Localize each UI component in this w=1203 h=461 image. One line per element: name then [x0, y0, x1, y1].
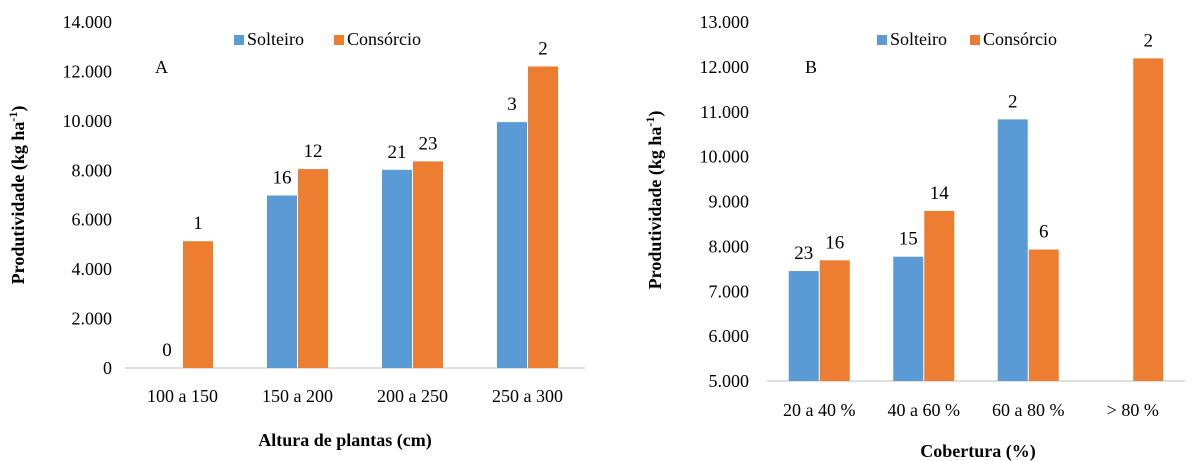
- y-tick-label: 2.000: [72, 309, 113, 329]
- y-tick-label: 13.000: [700, 12, 750, 32]
- data-label: 2: [538, 38, 548, 59]
- legend-label: Solteiro: [890, 29, 947, 49]
- y-tick-label: 8.000: [72, 160, 113, 180]
- legend-swatch-consórcio: [334, 35, 344, 45]
- data-label: 2: [1008, 91, 1018, 112]
- y-tick-label: 12.000: [63, 61, 113, 81]
- y-axis-title: Produtividade (kg ha-1): [6, 106, 29, 285]
- legend-swatch-solteiro: [234, 35, 244, 45]
- bar-consórcio: [298, 169, 328, 368]
- x-tick-label: 60 a 80 %: [992, 400, 1064, 420]
- y-tick-label: 5.000: [709, 371, 750, 391]
- data-label: 16: [825, 232, 844, 253]
- y-tick-label: 9.000: [709, 192, 750, 212]
- y-tick-label: 8.000: [709, 236, 750, 256]
- bar-consórcio: [1028, 249, 1059, 381]
- y-tick-label: 4.000: [72, 259, 113, 279]
- bar-consórcio: [1133, 58, 1164, 381]
- chart-panel-B: 5.000 6.000 7.000 8.000 9.000 10.000 11.000 12.…: [643, 12, 1185, 461]
- data-label: 12: [304, 141, 323, 162]
- data-label: 21: [388, 142, 407, 163]
- x-tick-label: 40 a 60 %: [888, 400, 960, 420]
- panel-label: A: [155, 57, 168, 77]
- data-label: 16: [273, 167, 292, 188]
- bar-solteiro: [788, 271, 819, 381]
- x-axis-title: Altura de plantas (cm): [258, 430, 432, 451]
- data-label: 1: [193, 213, 203, 234]
- y-tick-label: 10.000: [63, 111, 113, 131]
- bar-consórcio: [924, 210, 955, 381]
- chart-panel-A: 0 2.000 4.000 6.000 8.000 10.000 12.000 14.000 0…: [6, 12, 585, 451]
- bar-solteiro: [997, 119, 1028, 381]
- bar-consórcio: [528, 66, 558, 368]
- y-tick-label: 10.000: [700, 147, 750, 167]
- y-tick-label: 0: [103, 358, 112, 378]
- x-tick-label: 250 a 300: [492, 386, 563, 406]
- bar-consórcio: [413, 161, 443, 368]
- y-tick-label: 12.000: [700, 57, 750, 77]
- x-tick-label: 200 a 250: [377, 386, 448, 406]
- bar-solteiro: [497, 122, 527, 368]
- data-label: 23: [419, 133, 438, 154]
- data-label: 23: [794, 243, 813, 264]
- legend-swatch-consórcio: [970, 35, 980, 45]
- bar-solteiro: [893, 256, 924, 381]
- bar-solteiro: [267, 195, 297, 368]
- data-label: 6: [1039, 222, 1049, 243]
- y-axis-title: Produtividade (kg ha-1): [643, 111, 666, 290]
- x-tick-label: 20 a 40 %: [783, 400, 855, 420]
- bar-solteiro: [382, 169, 412, 368]
- legend-label: Solteiro: [247, 29, 304, 49]
- data-label: 0: [162, 340, 172, 361]
- panel-label: B: [805, 57, 817, 77]
- x-tick-label: 100 a 150: [147, 386, 218, 406]
- data-label: 3: [507, 94, 517, 115]
- y-tick-label: 14.000: [63, 12, 113, 32]
- bar-consórcio: [183, 241, 213, 368]
- data-label: 2: [1144, 30, 1154, 51]
- x-tick-label: 150 a 200: [262, 386, 333, 406]
- legend-swatch-solteiro: [877, 35, 887, 45]
- y-tick-label: 11.000: [700, 102, 749, 122]
- legend-label: Consórcio: [983, 29, 1057, 49]
- x-axis-title: Cobertura (%): [920, 441, 1035, 461]
- y-tick-label: 6.000: [709, 326, 750, 346]
- data-label: 14: [930, 183, 950, 204]
- y-tick-label: 7.000: [709, 281, 750, 301]
- data-label: 15: [899, 229, 918, 250]
- bar-consórcio: [819, 260, 850, 381]
- legend-label: Consórcio: [347, 29, 421, 49]
- y-tick-label: 6.000: [72, 210, 113, 230]
- x-tick-label: > 80 %: [1107, 400, 1159, 420]
